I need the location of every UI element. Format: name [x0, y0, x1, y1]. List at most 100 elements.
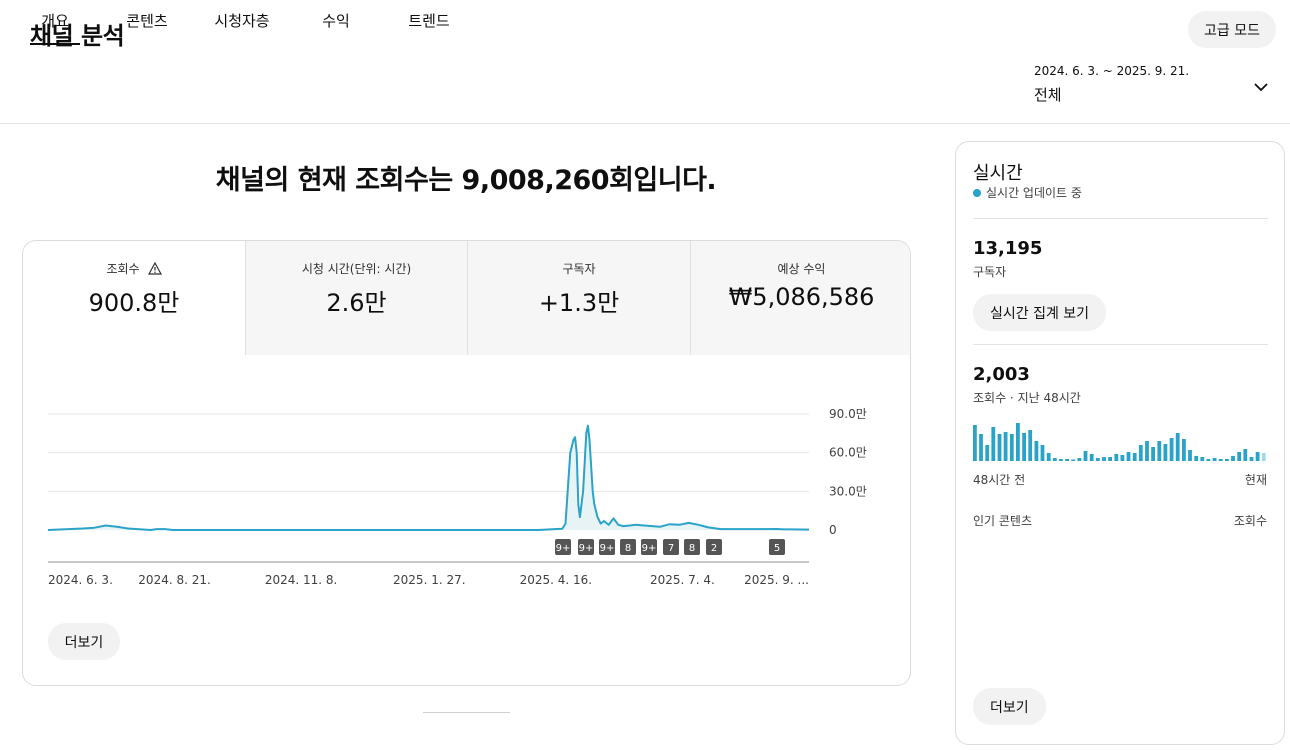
event-marker[interactable]: 8 [620, 539, 636, 555]
divider [973, 218, 1268, 219]
hourly-bar[interactable] [1046, 453, 1051, 461]
svg-text:7: 7 [668, 543, 674, 554]
hourly-bar[interactable] [1009, 434, 1014, 461]
hourly-bar[interactable] [1169, 438, 1174, 461]
hourly-bar[interactable] [1151, 447, 1155, 461]
hourly-bar[interactable] [1108, 457, 1112, 461]
hourly-bar[interactable] [1200, 457, 1205, 461]
event-marker[interactable]: 2 [706, 539, 722, 555]
hourly-bar[interactable] [1237, 452, 1242, 461]
hourly-bar[interactable] [1102, 457, 1106, 461]
tab-trends[interactable]: 트렌드 [408, 12, 450, 30]
top-content-heading: 인기 콘텐츠 [973, 514, 1033, 528]
hourly-bar[interactable] [1182, 439, 1186, 461]
y-tick-label: 90.0만 [829, 407, 867, 421]
tab-overview[interactable]: 개요 [30, 0, 80, 45]
axis-label-end: 현재 [1244, 473, 1267, 487]
hourly-bar[interactable] [1255, 452, 1260, 461]
hourly-bar[interactable] [1114, 454, 1119, 461]
metric-tab-watch-time[interactable]: 시청 시간(단위: 시간) 2.6만 [245, 241, 467, 355]
hourly-bar[interactable] [1225, 459, 1229, 461]
svg-text:8: 8 [689, 543, 695, 554]
hourly-bar[interactable] [1206, 459, 1211, 461]
hourly-bar[interactable] [1231, 456, 1235, 461]
hourly-bar[interactable] [1016, 423, 1020, 461]
hourly-bar[interactable] [1028, 430, 1033, 461]
x-tick-label: 2025. 9. ... [744, 573, 809, 587]
hourly-bar[interactable] [1249, 457, 1254, 461]
metric-tab-revenue[interactable]: 예상 수익 ₩5,086,586 [690, 241, 910, 355]
series-line[interactable] [47, 424, 810, 531]
date-range-selector[interactable]: 2024. 6. 3. ~ 2025. 9. 21. 전체 [1034, 64, 1274, 105]
hourly-bar[interactable] [1243, 449, 1248, 461]
event-marker[interactable]: 9+ [599, 539, 615, 555]
hourly-bar[interactable] [1095, 458, 1100, 461]
hourly-bar[interactable] [1120, 455, 1125, 461]
event-marker[interactable]: 7 [663, 539, 679, 555]
x-tick-label: 2024. 11. 8. [265, 573, 338, 587]
chevron-down-icon[interactable] [1252, 78, 1270, 96]
hourly-bar[interactable] [1077, 458, 1082, 461]
realtime-views-label: 조회수 · 지난 48시간 [973, 391, 1081, 405]
hourly-bar[interactable] [1040, 445, 1045, 461]
hourly-bar[interactable] [1003, 432, 1008, 461]
hourly-bar[interactable] [1212, 458, 1217, 461]
hourly-bar[interactable] [1022, 433, 1026, 461]
warning-icon[interactable] [147, 262, 162, 275]
hourly-bar[interactable] [1261, 453, 1266, 461]
hourly-bar[interactable] [1194, 456, 1199, 461]
date-range-dates: 2024. 6. 3. ~ 2025. 9. 21. [1034, 64, 1190, 78]
hourly-bar[interactable] [1145, 441, 1149, 461]
scroll-indicator [423, 712, 510, 713]
hourly-bar[interactable] [1175, 433, 1180, 461]
tab-audience[interactable]: 시청자층 [214, 12, 270, 30]
event-marker[interactable]: 5 [769, 539, 785, 555]
hourly-bar[interactable] [979, 434, 983, 461]
event-marker[interactable]: 9+ [578, 539, 594, 555]
x-tick-label: 2025. 1. 27. [393, 573, 466, 587]
hourly-bar[interactable] [1157, 441, 1162, 461]
hourly-bar[interactable] [1052, 458, 1057, 461]
y-tick-label: 30.0만 [829, 484, 867, 498]
hourly-bar[interactable] [1089, 454, 1094, 461]
hourly-bar[interactable] [1138, 445, 1143, 461]
realtime-bar-chart[interactable] [973, 423, 1268, 463]
x-tick-label: 2025. 7. 4. [650, 573, 715, 587]
hourly-bar[interactable] [1163, 444, 1168, 461]
date-range-label: 전체 [1034, 86, 1062, 104]
event-marker[interactable]: 9+ [641, 539, 657, 555]
hourly-bar[interactable] [1132, 453, 1137, 461]
hourly-bar[interactable] [997, 434, 1002, 461]
views-line-chart[interactable]: 90.0만 60.0만 30.0만 0 9+ 9+ 9+ 8 9+ 7 8 2 5 2024. 6. 3.… [23, 355, 911, 615]
event-marker[interactable]: 9+ [555, 539, 571, 555]
svg-text:9+: 9+ [579, 543, 594, 554]
hourly-bar[interactable] [973, 425, 977, 461]
metric-tab-views[interactable]: 조회수 900.8만 [23, 241, 245, 355]
more-button[interactable]: 더보기 [48, 623, 120, 660]
advanced-mode-button[interactable]: 고급 모드 [1188, 11, 1276, 48]
svg-text:9+: 9+ [600, 543, 615, 554]
hourly-bar[interactable] [1034, 441, 1039, 461]
realtime-count-button[interactable]: 실시간 집계 보기 [973, 294, 1107, 331]
tab-revenue[interactable]: 수익 [322, 12, 350, 30]
realtime-status-text: 실시간 업데이트 중 [986, 186, 1082, 200]
hourly-bar[interactable] [1083, 451, 1088, 461]
hourly-bar[interactable] [1188, 450, 1192, 461]
metric-value: +1.3만 [538, 289, 620, 317]
metric-label: 시청 시간(단위: 시간) [301, 262, 412, 276]
hourly-bar[interactable] [1218, 459, 1223, 461]
tab-content[interactable]: 콘텐츠 [126, 12, 168, 30]
hourly-bar[interactable] [1126, 452, 1131, 461]
hourly-bar[interactable] [991, 427, 996, 461]
hourly-bar[interactable] [1065, 459, 1069, 461]
event-marker[interactable]: 8 [684, 539, 700, 555]
subscriber-count: 13,195 [973, 238, 1043, 259]
hourly-bar[interactable] [1071, 459, 1076, 462]
hourly-bar[interactable] [1059, 459, 1063, 461]
hourly-bar[interactable] [985, 445, 990, 461]
realtime-more-button[interactable]: 더보기 [973, 688, 1046, 725]
metric-tab-subscribers[interactable]: 구독자 +1.3만 [467, 241, 690, 355]
svg-text:5: 5 [774, 543, 780, 554]
top-content-metric: 조회수 [1233, 514, 1267, 528]
x-tick-label: 2024. 8. 21. [138, 573, 211, 587]
